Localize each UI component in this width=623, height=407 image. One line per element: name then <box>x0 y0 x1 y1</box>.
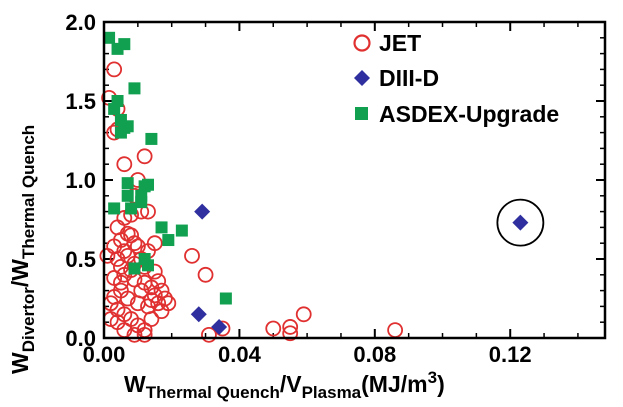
point-jet <box>113 274 129 291</box>
legend-label-jet: JET <box>379 30 421 56</box>
legend-label-diii-d: DIII-D <box>379 65 439 91</box>
point-asdex-upgrade <box>128 262 141 275</box>
point-jet <box>109 251 126 267</box>
point-asdex-upgrade <box>175 224 188 237</box>
x-axis-label: WThermal Quench/VPlasma(MJ/m3) <box>124 368 445 402</box>
data-points <box>99 31 529 343</box>
annotations <box>496 198 545 247</box>
y-tick-label: 0.0 <box>65 326 96 351</box>
point-jet <box>146 263 163 280</box>
point-asdex-upgrade <box>121 189 134 202</box>
legend-marker-diii-d <box>354 70 370 86</box>
point-asdex-upgrade <box>142 259 155 272</box>
point-jet <box>143 311 160 327</box>
y-tick-label: 0.5 <box>65 247 96 272</box>
point-jet <box>99 247 116 264</box>
point-asdex-upgrade <box>118 38 131 51</box>
point-jet <box>116 156 133 173</box>
point-jet <box>129 238 146 255</box>
point-jet <box>106 61 123 78</box>
point-asdex-upgrade <box>142 178 155 191</box>
point-asdex-upgrade <box>162 234 175 247</box>
point-jet <box>282 325 299 342</box>
point-jet <box>116 266 133 283</box>
point-jet <box>136 148 153 165</box>
point-diii-d <box>512 214 529 231</box>
point-jet <box>143 292 160 308</box>
point-jet <box>387 322 404 339</box>
point-asdex-upgrade <box>111 95 124 107</box>
point-asdex-upgrade <box>125 202 138 215</box>
point-diii-d <box>211 318 228 335</box>
point-diii-d <box>190 306 207 323</box>
point-jet <box>282 319 299 335</box>
point-jet <box>150 273 167 290</box>
legend-marker-asdex-upgrade <box>355 107 368 120</box>
annotation-circle <box>496 198 545 247</box>
point-asdex-upgrade <box>155 221 168 234</box>
point-asdex-upgrade <box>135 196 148 209</box>
tick-labels: 0.00 0.04 0.08 0.12 0.0 0.5 1.0 1.5 2.0 <box>65 10 531 367</box>
point-jet <box>133 282 150 299</box>
point-asdex-upgrade <box>121 177 134 190</box>
point-jet <box>201 326 217 343</box>
point-asdex-upgrade <box>121 120 134 133</box>
y-tick-label: 1.0 <box>65 168 96 193</box>
point-jet <box>136 326 153 343</box>
y-axis-label: WDivertor/WThermal Quench <box>7 125 38 374</box>
y-tick-label: 1.5 <box>65 89 96 114</box>
x-tick-label: 0.08 <box>353 342 396 367</box>
point-jet <box>265 320 282 337</box>
point-jet <box>126 235 143 252</box>
point-jet <box>295 306 312 323</box>
plot-frame <box>102 20 607 340</box>
point-jet <box>140 203 156 220</box>
point-jet <box>153 303 170 320</box>
point-asdex-upgrade <box>128 82 141 95</box>
point-asdex-upgrade <box>145 132 158 145</box>
point-jet <box>184 247 200 264</box>
legend-label-asdex-upgrade: ASDEX-Upgrade <box>379 101 559 127</box>
point-jet <box>197 266 214 283</box>
point-asdex-upgrade <box>103 31 116 44</box>
point-asdex-upgrade <box>108 202 121 215</box>
point-jet <box>126 326 143 343</box>
legend: JET DIII-D ASDEX-Upgrade <box>353 30 559 127</box>
y-tick-label: 2.0 <box>65 10 96 35</box>
x-tick-label: 0.12 <box>489 342 532 367</box>
point-diii-d <box>194 203 211 220</box>
x-tick-label: 0.00 <box>83 342 126 367</box>
point-asdex-upgrade <box>219 292 232 305</box>
tick-marks <box>103 21 605 339</box>
x-tick-label: 0.04 <box>218 342 262 367</box>
legend-marker-jet <box>353 34 371 52</box>
